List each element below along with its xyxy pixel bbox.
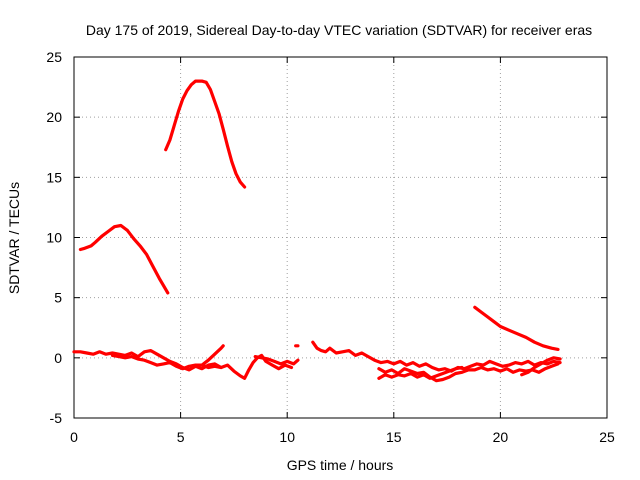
y-axis-label: SDTVAR / TECUs (6, 182, 22, 294)
y-tick-label: 10 (46, 230, 62, 246)
x-tick-label: 5 (177, 429, 185, 445)
series-line-noise-4 (253, 355, 300, 366)
x-tick-label: 25 (599, 429, 615, 445)
x-axis-label: GPS time / hours (287, 457, 394, 473)
series-line-noise-3 (200, 344, 225, 367)
series-line-noise-6 (311, 340, 562, 373)
data-series (72, 79, 562, 383)
y-tick-label: 20 (46, 109, 62, 125)
y-tick-label: 25 (46, 49, 62, 65)
y-tick-label: 5 (54, 290, 62, 306)
y-tick-label: 0 (54, 350, 62, 366)
x-tick-label: 10 (279, 429, 295, 445)
x-tick-label: 20 (493, 429, 509, 445)
axis-ticks: 0 5 10 15 20 25 -5 0 5 10 15 20 25 (46, 49, 615, 445)
series-line-arc-3 (473, 305, 560, 351)
series-line-arc-2 (164, 79, 247, 189)
chart-title: Day 175 of 2019, Sidereal Day-to-day VTE… (86, 22, 592, 38)
y-tick-label: 15 (46, 169, 62, 185)
series-line-noise-9 (520, 356, 562, 377)
y-tick-label: -5 (50, 410, 63, 426)
grid-lines (74, 57, 607, 418)
x-tick-label: 0 (70, 429, 78, 445)
x-tick-label: 15 (386, 429, 402, 445)
series-line-arc-1 (78, 223, 170, 295)
series-line-noise-8 (377, 365, 464, 380)
